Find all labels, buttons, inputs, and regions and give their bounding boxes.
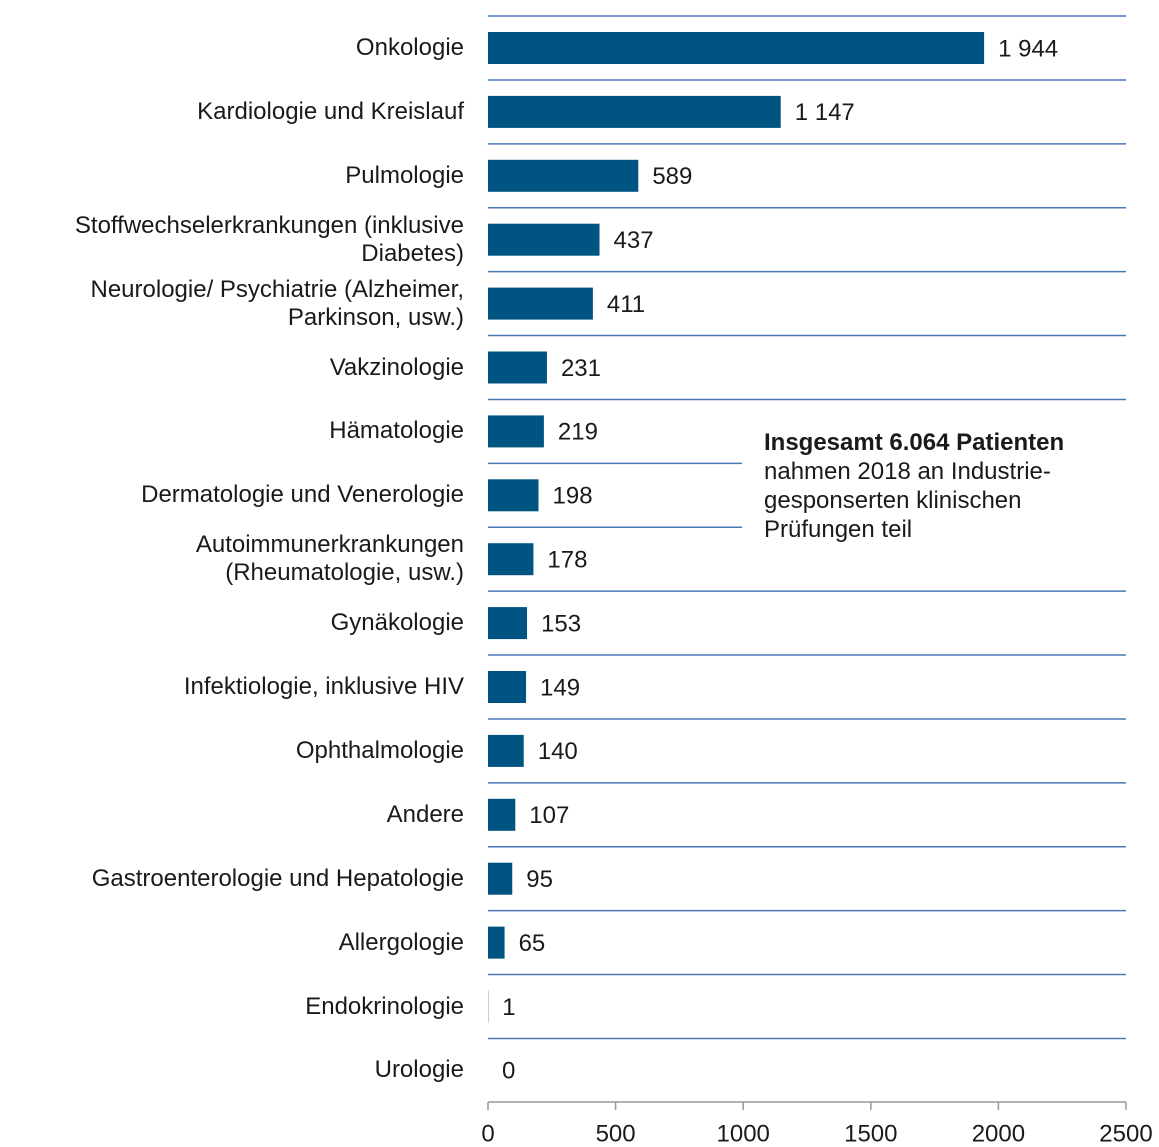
- annotation: Insgesamt 6.064 Patienten nahmen 2018 an…: [764, 428, 1064, 544]
- value-label: 65: [519, 930, 546, 957]
- bar: [488, 671, 527, 703]
- value-label: 198: [553, 483, 593, 510]
- x-tick-label: 2000: [972, 1120, 1025, 1147]
- bar: [488, 543, 534, 576]
- bar: [488, 223, 600, 256]
- value-label: 1: [502, 994, 515, 1021]
- bar: [488, 862, 513, 895]
- x-tick-label: 0: [481, 1120, 494, 1147]
- category-label: Kardiologie und Kreislauf: [197, 97, 464, 125]
- category-label: Pulmologie: [345, 161, 464, 189]
- value-label: 411: [607, 291, 645, 318]
- bar: [488, 95, 781, 128]
- category-label: Andere: [386, 800, 464, 828]
- category-label: Vakzinologie: [329, 353, 464, 381]
- value-label: 149: [540, 674, 580, 701]
- bar: [488, 607, 528, 640]
- bar: [488, 159, 639, 192]
- value-label: 589: [652, 163, 692, 190]
- bar: [488, 287, 593, 320]
- value-label: 219: [558, 419, 598, 446]
- x-tick-label: 1500: [844, 1120, 897, 1147]
- value-label: 231: [561, 355, 601, 382]
- bar: [488, 734, 524, 767]
- annotation-background: [742, 440, 1128, 570]
- bar: [488, 32, 985, 64]
- category-label: Autoimmunerkrankungen (Rheumatologie, us…: [195, 531, 464, 587]
- bar: [488, 351, 547, 384]
- x-tick-label: 1000: [717, 1120, 770, 1147]
- x-tick-label: 500: [596, 1120, 636, 1147]
- annotation-text: nahmen 2018 an Industrie- gesponserten k…: [764, 458, 1051, 543]
- category-label: Gynäkologie: [330, 609, 464, 637]
- value-label: 437: [614, 227, 654, 254]
- bar: [488, 798, 516, 831]
- value-label: 153: [541, 610, 581, 637]
- category-label: Stoffwechselerkrankungen (inklusive Diab…: [74, 211, 464, 267]
- value-label: 1 944: [998, 35, 1058, 62]
- annotation-title: Insgesamt 6.064 Patienten: [764, 429, 1065, 456]
- category-label: Endokrinologie: [305, 992, 464, 1020]
- value-label: 178: [547, 547, 587, 574]
- category-label: Neurologie/ Psychiatrie (Alzheimer, Park…: [90, 275, 465, 331]
- bar: [488, 479, 539, 512]
- category-label: Allergologie: [338, 928, 464, 956]
- value-label: 0: [502, 1058, 515, 1085]
- bar: [488, 926, 505, 959]
- value-label: 1 147: [795, 99, 855, 126]
- value-label: 140: [538, 738, 578, 765]
- category-label: Infektiologie, inklusive HIV: [183, 673, 464, 700]
- value-label: 107: [529, 802, 569, 829]
- category-label: Ophthalmologie: [295, 736, 464, 764]
- bar: [488, 415, 544, 448]
- category-label: Gastroenterologie und Hepatologie: [91, 864, 464, 892]
- category-label: Dermatologie und Venerologie: [141, 481, 464, 509]
- category-label: Onkologie: [355, 34, 464, 61]
- x-tick-label: 2500: [1099, 1120, 1152, 1147]
- category-label: Hämatologie: [329, 417, 464, 445]
- category-label: Urologie: [374, 1056, 464, 1084]
- value-label: 95: [526, 866, 553, 893]
